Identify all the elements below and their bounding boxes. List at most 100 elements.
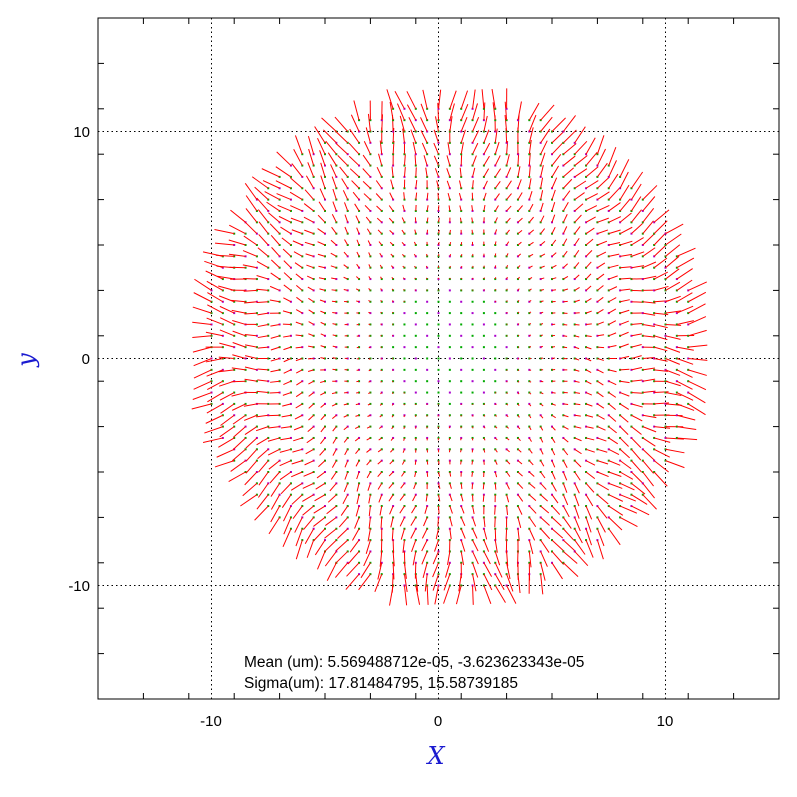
field-vector bbox=[459, 217, 462, 223]
field-vector bbox=[308, 414, 314, 421]
field-vector bbox=[449, 471, 452, 477]
field-vector bbox=[528, 311, 532, 314]
field-vector bbox=[585, 323, 592, 325]
field-vector bbox=[620, 253, 633, 257]
field-vector bbox=[318, 460, 326, 468]
field-vector bbox=[540, 300, 544, 303]
field-vector bbox=[414, 229, 417, 234]
field-point bbox=[437, 312, 440, 315]
field-vector bbox=[219, 392, 235, 401]
field-vector bbox=[608, 392, 617, 398]
field-vector bbox=[642, 494, 657, 510]
field-vector bbox=[379, 252, 383, 257]
field-vector bbox=[375, 193, 383, 200]
field-vector bbox=[258, 234, 269, 246]
field-vector bbox=[494, 141, 500, 155]
field-vector bbox=[665, 268, 680, 280]
field-vector bbox=[517, 460, 523, 465]
field-vector bbox=[378, 153, 383, 166]
field-vector bbox=[341, 178, 349, 189]
field-vector bbox=[438, 229, 440, 234]
field-vector bbox=[585, 238, 594, 246]
field-vector bbox=[494, 128, 498, 143]
field-vector bbox=[483, 168, 490, 178]
field-vector bbox=[433, 155, 439, 166]
field-vector bbox=[631, 209, 642, 223]
field-vector bbox=[313, 517, 326, 527]
field-vector bbox=[540, 265, 545, 269]
field-vector bbox=[319, 150, 326, 166]
field-vector bbox=[472, 539, 479, 552]
field-vector bbox=[283, 260, 292, 269]
field-vector bbox=[192, 335, 212, 338]
field-vector bbox=[460, 460, 462, 465]
field-vector bbox=[529, 288, 532, 291]
field-vector bbox=[392, 369, 394, 371]
field-vector bbox=[551, 277, 557, 280]
field-vector bbox=[320, 414, 326, 421]
field-vector bbox=[528, 415, 532, 419]
field-vector bbox=[506, 311, 508, 314]
field-vector bbox=[563, 414, 569, 418]
field-vector bbox=[540, 414, 544, 419]
field-vector bbox=[631, 171, 644, 189]
field-vector bbox=[471, 205, 474, 212]
field-vector bbox=[320, 345, 326, 348]
field-vector bbox=[687, 392, 706, 404]
field-vector bbox=[528, 392, 532, 395]
field-vector bbox=[619, 414, 629, 423]
field-vector bbox=[313, 505, 326, 514]
field-vector bbox=[293, 251, 303, 257]
field-vector bbox=[313, 528, 326, 541]
field-vector bbox=[323, 129, 337, 144]
field-vector bbox=[642, 312, 656, 316]
field-vector bbox=[619, 320, 629, 325]
field-point bbox=[414, 391, 417, 394]
field-vector bbox=[231, 403, 246, 411]
field-vector bbox=[356, 471, 360, 480]
field-vector bbox=[389, 241, 394, 246]
field-vector bbox=[551, 562, 563, 580]
field-vector bbox=[356, 358, 360, 360]
field-vector bbox=[506, 369, 508, 371]
field-vector bbox=[340, 505, 349, 516]
field-vector bbox=[305, 175, 315, 189]
field-vector bbox=[551, 505, 561, 515]
field-vector bbox=[400, 483, 405, 489]
field-vector bbox=[574, 203, 584, 212]
field-vector bbox=[528, 539, 534, 555]
field-vector bbox=[283, 505, 292, 522]
field-vector bbox=[402, 204, 405, 212]
field-vector bbox=[425, 277, 428, 280]
field-vector bbox=[368, 380, 371, 383]
field-vector bbox=[317, 228, 326, 235]
field-vector bbox=[295, 309, 303, 314]
field-vector bbox=[562, 190, 571, 200]
field-vector bbox=[483, 180, 488, 189]
field-vector bbox=[271, 247, 280, 257]
field-vector bbox=[438, 471, 441, 477]
field-vector bbox=[344, 449, 349, 456]
field-vector bbox=[343, 251, 349, 257]
field-vector bbox=[231, 299, 246, 303]
field-vector bbox=[619, 240, 633, 246]
field-point bbox=[414, 323, 417, 326]
field-vector bbox=[551, 130, 565, 144]
field-point bbox=[414, 312, 417, 315]
field-vector bbox=[540, 177, 544, 189]
field-vector bbox=[483, 414, 486, 417]
field-vector bbox=[413, 253, 417, 257]
field-vector bbox=[215, 254, 235, 257]
field-vector bbox=[608, 437, 619, 445]
field-vector bbox=[289, 191, 303, 201]
field-vector bbox=[355, 403, 360, 406]
field-vector bbox=[574, 471, 581, 481]
field-vector bbox=[324, 551, 337, 567]
field-vector bbox=[377, 471, 383, 477]
field-vector bbox=[317, 137, 326, 155]
field-point bbox=[403, 312, 406, 315]
field-vector bbox=[343, 426, 349, 431]
field-vector bbox=[410, 517, 417, 526]
field-vector bbox=[517, 205, 523, 212]
field-vector bbox=[597, 437, 607, 442]
